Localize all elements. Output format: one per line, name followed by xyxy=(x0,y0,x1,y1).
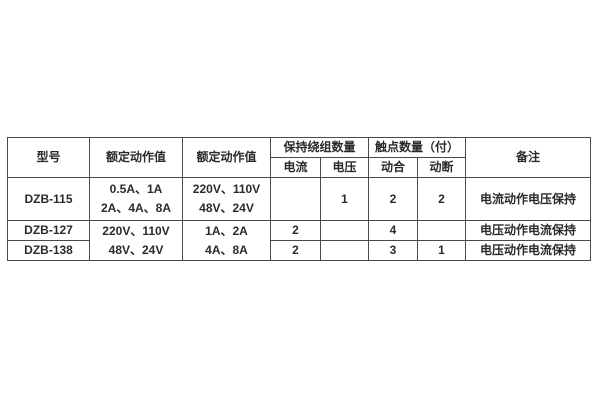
holding-current-cell xyxy=(270,177,321,221)
holding-current-cell: 2 xyxy=(270,240,321,261)
holding-current-cell: 2 xyxy=(270,220,321,241)
contact-no-cell: 2 xyxy=(368,177,419,221)
header-contact-count: 触点数量（付） xyxy=(368,137,467,158)
remark-cell: 电压动作电流保持 xyxy=(465,220,592,241)
model-cell: DZB-138 xyxy=(7,240,90,261)
rated-value-line: 4A、8A xyxy=(205,242,248,257)
table-row-dzb-115: DZB-115 0.5A、1A 2A、4A、8A 220V、110V 48V、2… xyxy=(7,177,592,221)
holding-voltage-cell xyxy=(319,220,370,241)
header-rated-action-value-2: 额定动作值 xyxy=(182,137,271,178)
contact-nc-cell: 2 xyxy=(417,177,467,221)
remark-cell: 电流动作电压保持 xyxy=(465,177,592,221)
rated-value-line: 48V、24V xyxy=(108,242,164,257)
header-rated-action-value-1: 额定动作值 xyxy=(89,137,183,178)
rated-value-1-merged-cell: 220V、110V 48V、24V xyxy=(89,220,183,261)
model-cell: DZB-127 xyxy=(7,220,90,241)
relay-spec-table: 型号 额定动作值 额定动作值 保持绕组数量 触点数量（付） 备注 电流 电压 动… xyxy=(7,137,592,261)
header-contact-normally-closed: 动断 xyxy=(417,157,467,178)
contact-no-cell: 3 xyxy=(368,240,419,261)
table-row-dzb-127: DZB-127 220V、110V 48V、24V 1A、2A 4A、8A 2 … xyxy=(7,220,592,261)
header-row-1: 型号 额定动作值 额定动作值 保持绕组数量 触点数量（付） 备注 xyxy=(7,137,592,178)
table-row-dzb-138: DZB-138 2 3 1 电压动作电流保持 xyxy=(7,240,592,261)
remark-cell: 电压动作电流保持 xyxy=(465,240,592,261)
header-holding-voltage: 电压 xyxy=(319,157,370,178)
header-remarks: 备注 xyxy=(465,137,592,178)
rated-value-line: 220V、110V xyxy=(192,182,261,196)
rated-value-1-cell: 0.5A、1A 2A、4A、8A xyxy=(89,177,183,221)
rated-value-line: 220V、110V xyxy=(102,223,170,238)
rated-value-line: 2A、4A、8A xyxy=(100,201,172,215)
holding-voltage-cell: 1 xyxy=(319,177,370,221)
header-holding-current: 电流 xyxy=(270,157,321,178)
header-model: 型号 xyxy=(7,137,90,178)
holding-voltage-cell xyxy=(319,240,370,261)
model-cell: DZB-115 xyxy=(7,177,90,221)
contact-nc-cell: 1 xyxy=(417,240,467,261)
header-holding-winding-count: 保持绕组数量 xyxy=(269,137,370,158)
rated-value-2-cell: 220V、110V 48V、24V xyxy=(182,177,271,221)
contact-no-cell: 4 xyxy=(368,220,419,241)
header-contact-normally-open: 动合 xyxy=(368,157,419,178)
rated-value-2-merged-cell: 1A、2A 4A、8A xyxy=(182,220,271,261)
contact-nc-cell xyxy=(417,220,467,241)
rated-value-line: 0.5A、1A xyxy=(109,182,163,196)
rated-value-line: 1A、2A xyxy=(205,223,248,238)
rated-value-line: 48V、24V xyxy=(199,201,254,215)
